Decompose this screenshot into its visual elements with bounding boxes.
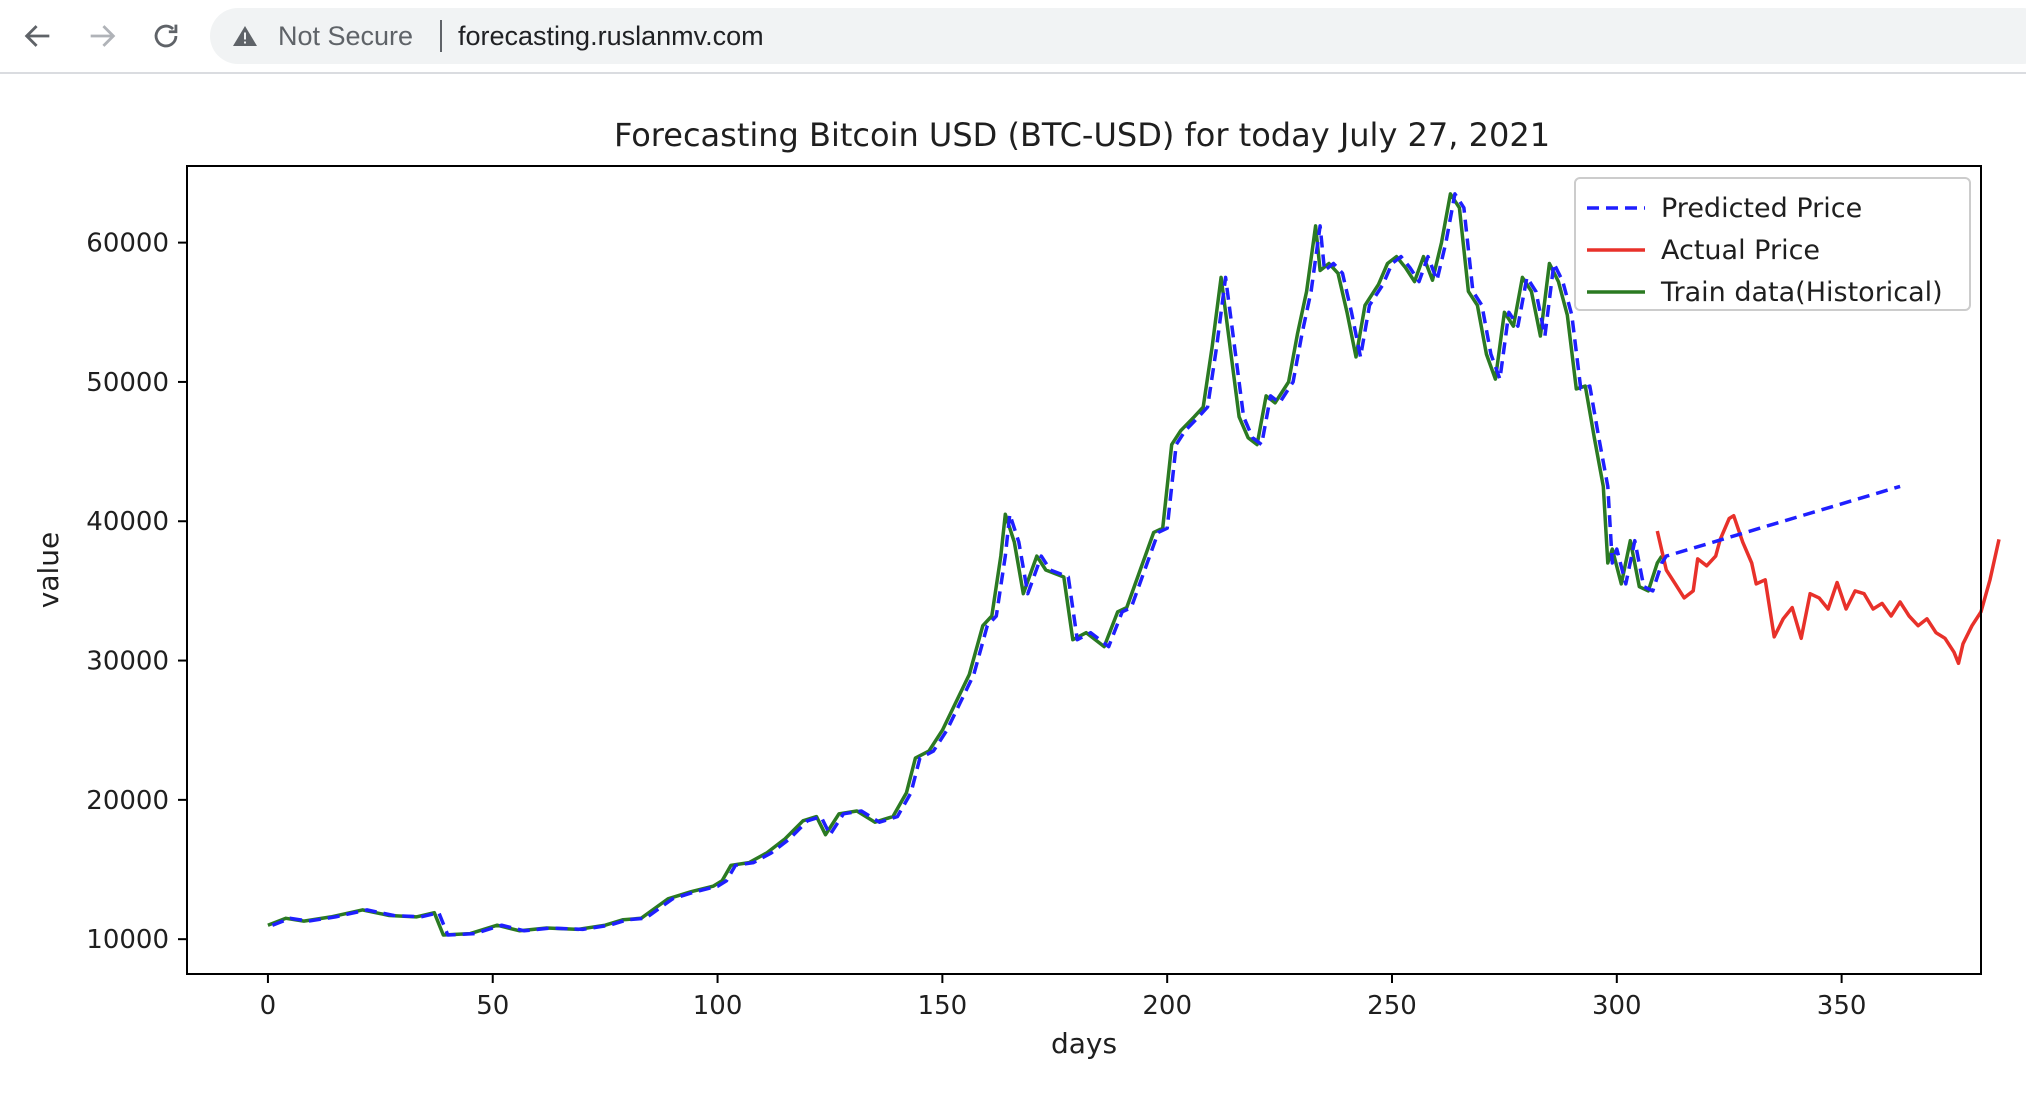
x-tick-label: 200	[1142, 991, 1192, 1021]
chart-container: Forecasting Bitcoin USD (BTC-USD) for to…	[0, 74, 2026, 1100]
y-tick-label: 10000	[86, 925, 169, 955]
series-layer	[267, 192, 2001, 937]
x-tick-label: 0	[260, 991, 277, 1021]
back-button[interactable]	[14, 12, 62, 60]
reload-icon	[154, 24, 178, 48]
url-text[interactable]: forecasting.ruslanmv.com	[458, 21, 764, 51]
x-tick-label: 350	[1817, 991, 1867, 1021]
forward-arrow-icon	[90, 25, 116, 47]
forecast-chart: Forecasting Bitcoin USD (BTC-USD) for to…	[32, 116, 2001, 1060]
y-tick-label: 20000	[86, 786, 169, 816]
x-tick-label: 50	[476, 991, 509, 1021]
browser-toolbar: Not Secure forecasting.ruslanmv.com	[0, 0, 2026, 74]
chart-title: Forecasting Bitcoin USD (BTC-USD) for to…	[614, 116, 1550, 154]
series-line-actual-price	[1655, 513, 2001, 666]
plot-frame	[186, 165, 1982, 975]
reload-button[interactable]	[142, 12, 190, 60]
axis-layer: 0 50 100 150 200 250 300 350 10000 20000 30000 4000…	[86, 229, 1866, 1021]
address-separator	[440, 20, 442, 52]
y-tick-label: 40000	[86, 507, 169, 537]
legend-label: Actual Price	[1661, 235, 1820, 266]
x-axis-label: days	[1051, 1027, 1117, 1060]
legend-box	[1574, 177, 1971, 311]
x-tick-label: 250	[1367, 991, 1417, 1021]
security-status[interactable]: Not Secure	[278, 21, 414, 51]
series-line-predicted-price	[271, 192, 1901, 937]
x-tick-label: 100	[693, 991, 743, 1021]
y-axis-label: value	[32, 532, 65, 608]
x-tick-label: 300	[1592, 991, 1642, 1021]
warning-triangle-icon	[233, 26, 257, 46]
legend-label: Train data(Historical)	[1660, 277, 1943, 308]
forward-button[interactable]	[78, 12, 126, 60]
address-bar[interactable]: Not Secure forecasting.ruslanmv.com	[210, 8, 2026, 64]
y-tick-label: 50000	[86, 368, 169, 398]
chart-legend: Predicted Price Actual Price Train data(Hi…	[1574, 177, 1971, 311]
legend-label: Predicted Price	[1661, 193, 1862, 224]
y-tick-label: 30000	[86, 647, 169, 677]
y-tick-label: 60000	[86, 229, 169, 259]
back-arrow-icon	[24, 25, 50, 47]
series-line-train-data-historical	[267, 192, 1664, 937]
x-tick-label: 150	[918, 991, 968, 1021]
